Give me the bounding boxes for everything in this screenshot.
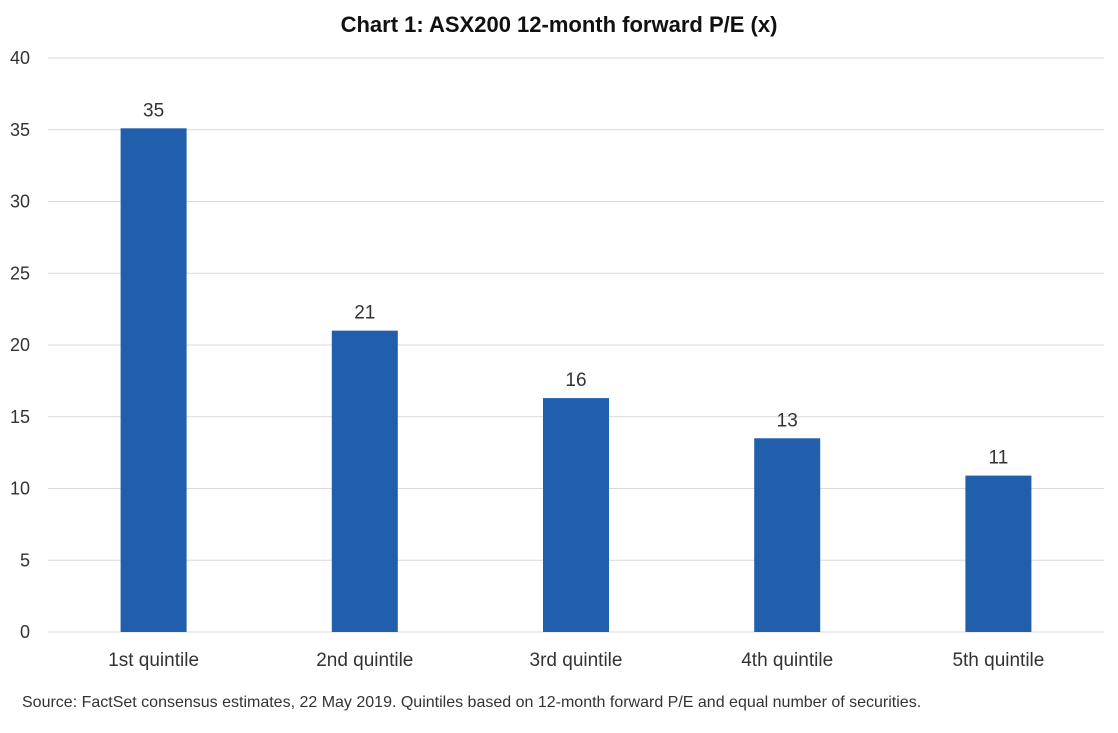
data-label: 21: [354, 303, 375, 324]
source-note: Source: FactSet consensus estimates, 22 …: [22, 694, 922, 711]
y-tick-label: 20: [10, 335, 30, 355]
y-tick-label: 30: [10, 192, 30, 212]
x-tick-label: 5th quintile: [952, 650, 1044, 671]
bar: [331, 330, 398, 632]
y-tick-label: 15: [10, 407, 30, 427]
x-axis-ticks: 1st quintile 2nd quintile 3rd quintile 4th …: [108, 650, 1044, 671]
x-tick-label: 1st quintile: [108, 650, 199, 671]
chart-title: Chart 1: ASX200 12-month forward P/E (x): [340, 12, 778, 37]
data-label: 11: [989, 448, 1009, 469]
data-label: 16: [565, 370, 586, 391]
y-axis-ticks: 0 5 10 15 20 25 30 35 40: [10, 48, 30, 642]
x-tick-label: 3rd quintile: [530, 650, 623, 671]
y-tick-label: 5: [20, 550, 30, 570]
y-tick-label: 35: [10, 120, 30, 140]
data-label: 35: [143, 100, 164, 121]
bars: [120, 128, 1032, 632]
data-labels: 35 21 16 13 11: [143, 100, 1008, 468]
y-tick-label: 0: [20, 622, 30, 642]
x-tick-label: 2nd quintile: [316, 650, 413, 671]
bar: [754, 438, 821, 632]
y-tick-label: 25: [10, 263, 30, 283]
y-tick-label: 10: [10, 479, 30, 499]
bar: [120, 128, 187, 632]
y-tick-label: 40: [10, 48, 30, 68]
bar: [543, 398, 609, 632]
bar: [965, 475, 1032, 632]
data-label: 13: [777, 410, 798, 431]
x-tick-label: 4th quintile: [741, 650, 833, 671]
